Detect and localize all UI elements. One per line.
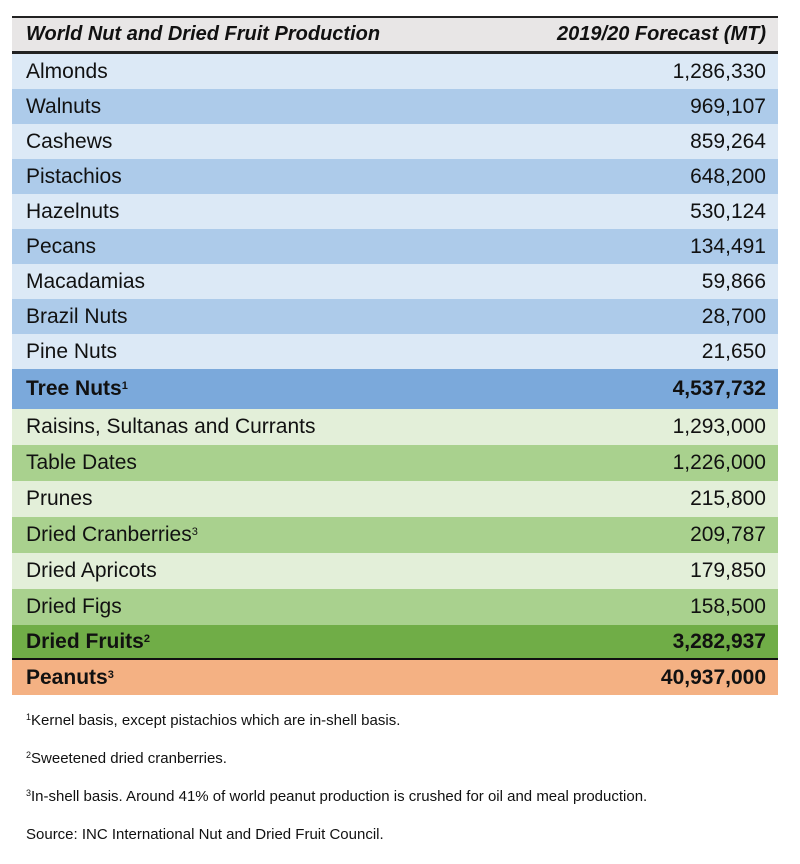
row-label: Tree Nuts1 [26, 377, 128, 400]
header-value: 2019/20 Forecast (MT) [557, 23, 766, 45]
row-value: 209,787 [690, 523, 766, 546]
table-row: Pecans 134,491 [12, 229, 778, 264]
row-value: 215,800 [690, 487, 766, 510]
row-value: 134,491 [690, 234, 766, 258]
footnotes: 1Kernel basis, except pistachios which a… [26, 712, 647, 864]
table-row: Dried Cranberries3 209,787 [12, 517, 778, 553]
row-label: Dried Cranberries3 [26, 523, 198, 546]
table-row: Walnuts 969,107 [12, 89, 778, 124]
table-row: Prunes 215,800 [12, 481, 778, 517]
row-value: 1,226,000 [672, 451, 766, 474]
peanuts-row: Peanuts3 40,937,000 [12, 660, 778, 695]
table-row: Pistachios 648,200 [12, 159, 778, 194]
row-label: Pecans [26, 234, 97, 258]
table-row: Pine Nuts 21,650 [12, 334, 778, 369]
row-value: 21,650 [701, 339, 766, 363]
row-value: 969,107 [690, 94, 766, 118]
row-value: 28,700 [701, 304, 766, 328]
row-value: 158,500 [690, 595, 766, 618]
row-label: Dried Apricots [26, 559, 157, 582]
row-label: Dried Fruits2 [26, 629, 150, 653]
row-value: 3,282,937 [672, 629, 766, 653]
row-label: Dried Figs [26, 595, 122, 618]
row-value: 648,200 [690, 164, 766, 188]
row-label: Table Dates [26, 451, 137, 474]
table-row: Raisins, Sultanas and Currants 1,293,000 [12, 409, 778, 445]
row-label: Cashews [26, 129, 113, 153]
dried-fruits-total-row: Dried Fruits2 3,282,937 [12, 625, 778, 660]
production-table: World Nut and Dried Fruit Production 201… [12, 16, 778, 695]
table-row: Almonds 1,286,330 [12, 54, 778, 89]
row-label: Walnuts [26, 94, 102, 118]
source-note: Source: INC International Nut and Dried … [26, 826, 384, 843]
row-label: Brazil Nuts [26, 304, 128, 328]
footnote-3: 3In-shell basis. Around 41% of world pea… [26, 788, 648, 805]
table-row: Dried Apricots 179,850 [12, 553, 778, 589]
row-label: Macadamias [26, 269, 146, 293]
table-row: Cashews 859,264 [12, 124, 778, 159]
table-header: World Nut and Dried Fruit Production 201… [12, 18, 778, 54]
table-row: Macadamias 59,866 [12, 264, 778, 299]
footnote-1: 1Kernel basis, except pistachios which a… [26, 712, 401, 729]
footnote-2: 2Sweetened dried cranberries. [26, 750, 227, 767]
row-value: 1,293,000 [672, 415, 766, 438]
row-label: Peanuts3 [26, 665, 114, 689]
row-value: 1,286,330 [672, 59, 766, 83]
row-value: 530,124 [690, 199, 766, 223]
row-value: 859,264 [690, 129, 766, 153]
row-value: 179,850 [690, 559, 766, 582]
row-value: 59,866 [701, 269, 766, 293]
table-row: Brazil Nuts 28,700 [12, 299, 778, 334]
table-row: Hazelnuts 530,124 [12, 194, 778, 229]
tree-nuts-total-row: Tree Nuts1 4,537,732 [12, 369, 778, 409]
table-row: Table Dates 1,226,000 [12, 445, 778, 481]
header-label: World Nut and Dried Fruit Production [26, 23, 381, 45]
row-label: Pistachios [26, 164, 122, 188]
table-row: Dried Figs 158,500 [12, 589, 778, 625]
row-label: Hazelnuts [26, 199, 120, 223]
row-value: 40,937,000 [660, 665, 766, 689]
row-label: Prunes [26, 487, 93, 510]
row-value: 4,537,732 [672, 377, 766, 400]
row-label: Raisins, Sultanas and Currants [26, 415, 316, 438]
row-label: Almonds [26, 59, 108, 83]
row-label: Pine Nuts [26, 339, 118, 363]
